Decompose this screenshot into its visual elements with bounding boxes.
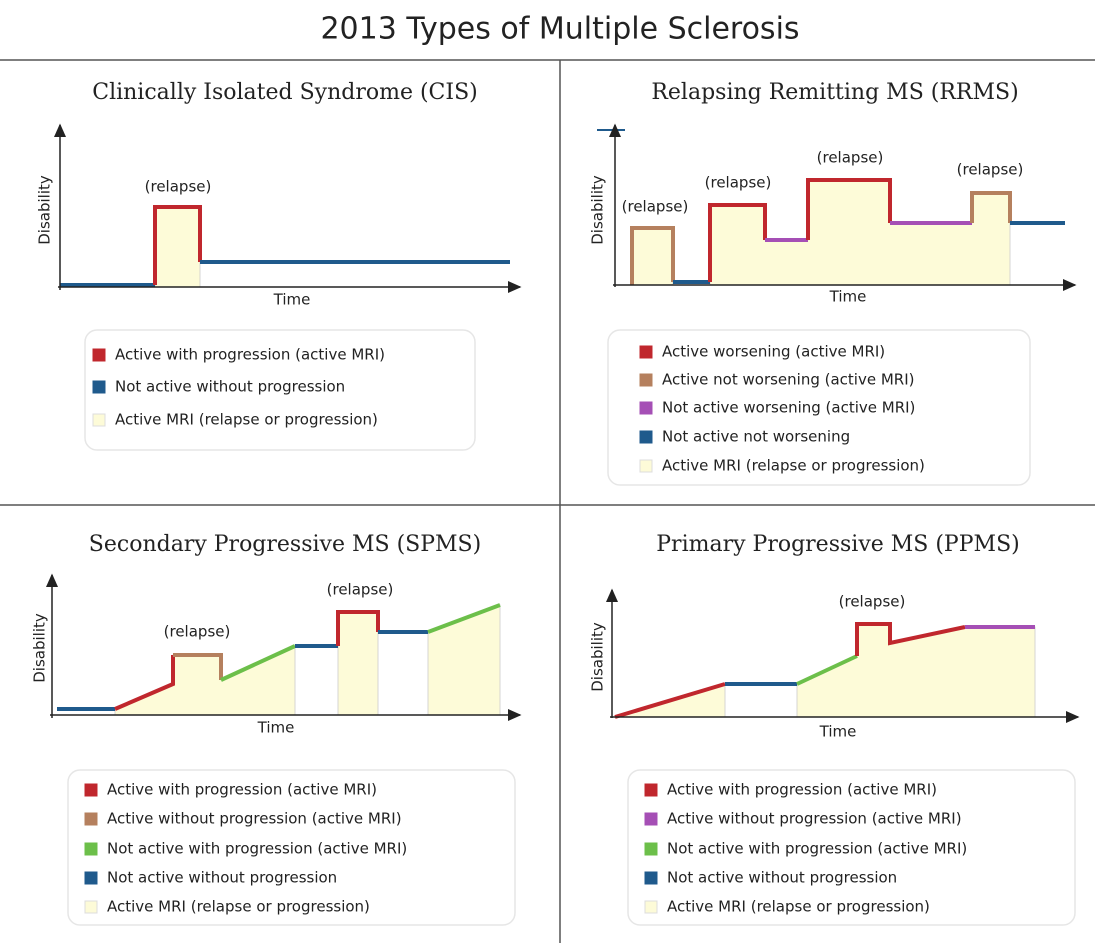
- legend-swatch: [92, 348, 106, 362]
- legend-swatch: [84, 842, 98, 856]
- relapse-label: (relapse): [327, 581, 394, 599]
- y-axis-label: Disability: [36, 175, 54, 245]
- panel-title: Primary Progressive MS (PPMS): [656, 532, 1019, 557]
- legend-box: [67, 769, 516, 926]
- legend-label: Active MRI (relapse or progression): [115, 411, 378, 429]
- rrms-chart: [597, 129, 1065, 286]
- legend-swatch: [644, 842, 658, 856]
- legend-label: Not active with progression (active MRI): [667, 840, 967, 858]
- y-axis-label: Disability: [589, 622, 607, 692]
- legend-box: [84, 329, 476, 451]
- legend-swatch: [644, 900, 658, 914]
- relapse-label: (relapse): [145, 178, 212, 196]
- y-axis-label: Disability: [31, 613, 49, 683]
- legend-label: Active MRI (relapse or progression): [662, 457, 925, 475]
- legend-swatch: [84, 783, 98, 797]
- legend-label: Active worsening (active MRI): [662, 343, 885, 361]
- legend-label: Not active worsening (active MRI): [662, 399, 915, 417]
- legend-box: [627, 769, 1076, 926]
- legend-label: Not active without progression: [667, 869, 897, 887]
- legend-swatch: [644, 783, 658, 797]
- x-axis-label: Time: [829, 288, 867, 306]
- spms-chart: [57, 603, 501, 716]
- legend-label: Not active without progression: [107, 869, 337, 887]
- legend-box: [607, 329, 1031, 486]
- legend-swatch: [84, 871, 98, 885]
- legend-label: Active not worsening (active MRI): [662, 371, 914, 389]
- relapse-label: (relapse): [817, 149, 884, 167]
- legend-label: Active MRI (relapse or progression): [667, 898, 930, 916]
- legend-swatch: [84, 812, 98, 826]
- legend-label: Active without progression (active MRI): [667, 810, 962, 828]
- legend-swatch: [639, 373, 653, 387]
- relapse-label: (relapse): [622, 198, 689, 216]
- cis-chart: [60, 205, 510, 288]
- legend-swatch: [92, 413, 106, 427]
- relapse-label: (relapse): [957, 161, 1024, 179]
- legend-swatch: [639, 401, 653, 415]
- legend-label: Not active not worsening: [662, 428, 850, 446]
- legend-swatch: [639, 345, 653, 359]
- relapse-label: (relapse): [705, 174, 772, 192]
- legend-swatch: [639, 430, 653, 444]
- panel-title: Clinically Isolated Syndrome (CIS): [92, 80, 478, 105]
- legend-label: Active with progression (active MRI): [667, 781, 937, 799]
- legend-swatch: [639, 459, 653, 473]
- legend-label: Active without progression (active MRI): [107, 810, 402, 828]
- legend-label: Active with progression (active MRI): [107, 781, 377, 799]
- legend-label: Active with progression (active MRI): [115, 346, 385, 364]
- legend-swatch: [644, 812, 658, 826]
- legend-swatch: [644, 871, 658, 885]
- main-title: 2013 Types of Multiple Sclerosis: [320, 12, 799, 47]
- legend-swatch: [92, 380, 106, 394]
- x-axis-label: Time: [257, 719, 295, 737]
- ppms-chart: [614, 622, 1036, 719]
- legend-label: Not active with progression (active MRI): [107, 840, 407, 858]
- relapse-label: (relapse): [839, 593, 906, 611]
- legend-label: Active MRI (relapse or progression): [107, 898, 370, 916]
- relapse-label: (relapse): [164, 623, 231, 641]
- panel-title: Secondary Progressive MS (SPMS): [89, 532, 481, 557]
- legend-swatch: [84, 900, 98, 914]
- y-axis-label: Disability: [589, 175, 607, 245]
- x-axis-label: Time: [819, 723, 857, 741]
- x-axis-label: Time: [273, 291, 311, 309]
- panel-title: Relapsing Remitting MS (RRMS): [651, 80, 1018, 105]
- legend-label: Not active without progression: [115, 378, 345, 396]
